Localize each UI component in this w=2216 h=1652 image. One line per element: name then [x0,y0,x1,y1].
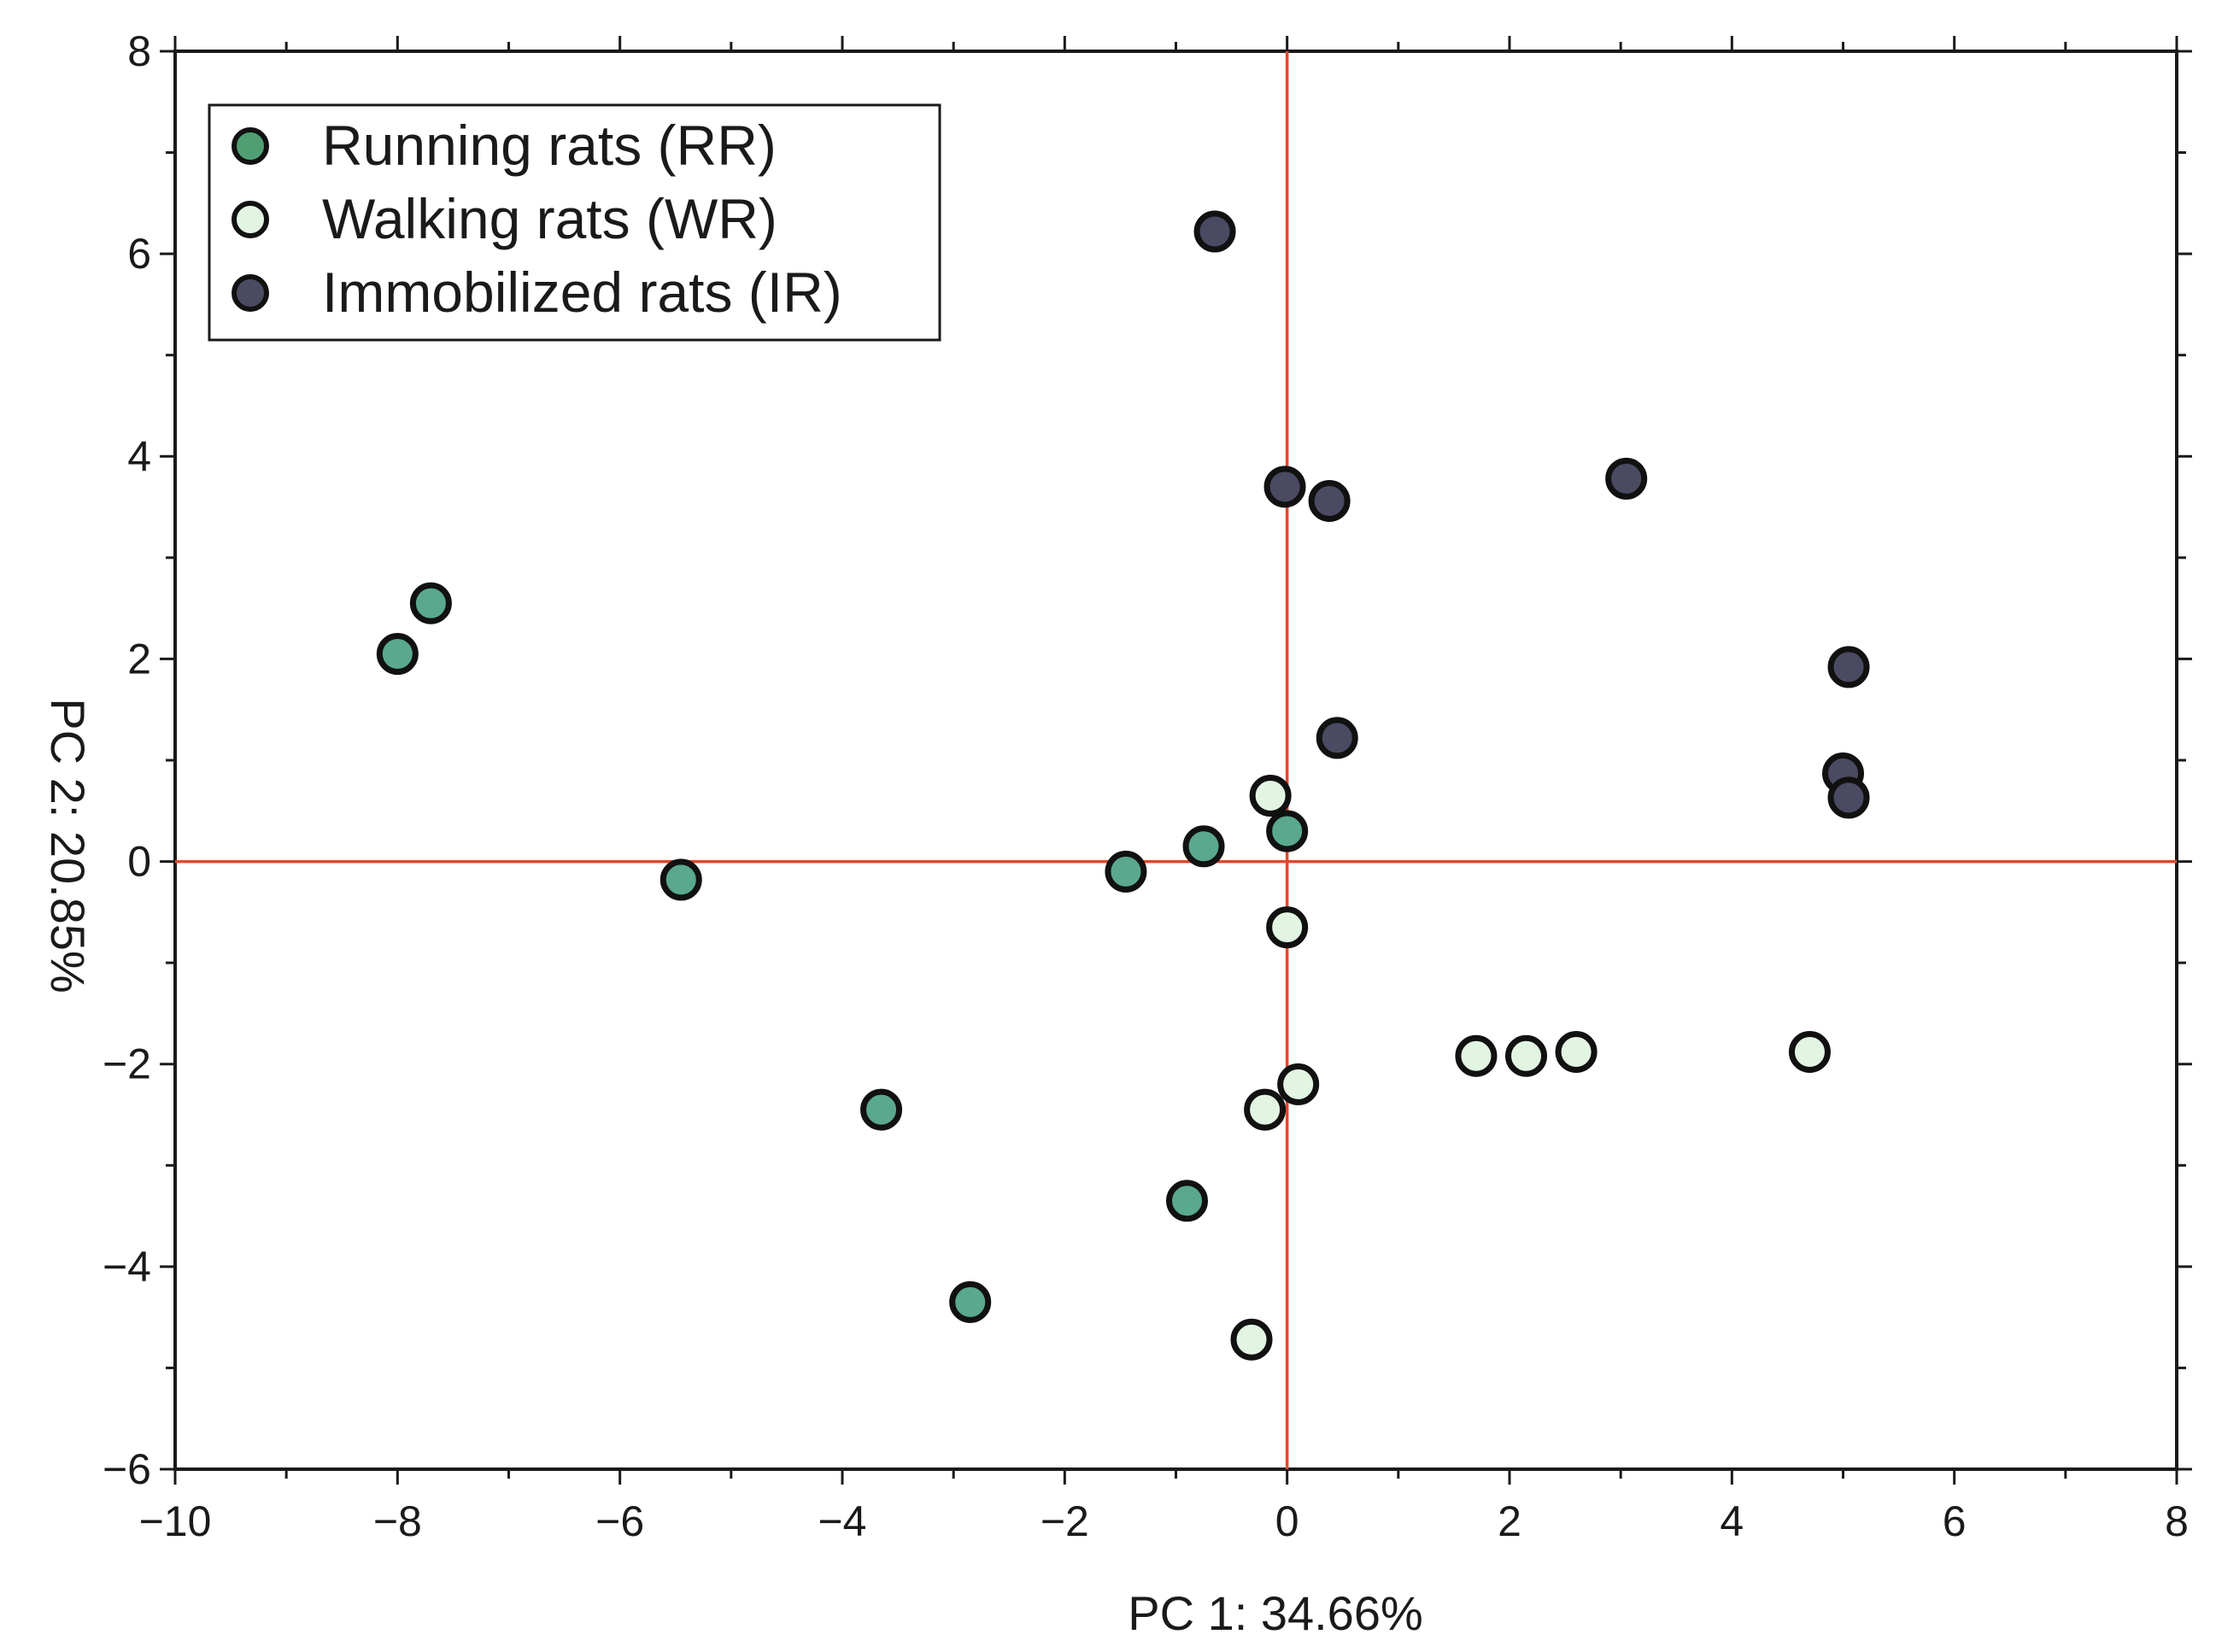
point-immobilized-rats-ir [1308,479,1351,522]
point-running-rats-rr [949,1280,992,1323]
point-immobilized-rats-ir [1263,466,1306,508]
point-walking-rats-wr [1555,1030,1598,1073]
y-tick-label: 6 [127,230,151,278]
y-tick-label: 0 [127,838,151,886]
point-walking-rats-wr [1230,1318,1273,1361]
legend-marker-walking-rats-wr [232,201,269,238]
x-tick-label: −6 [595,1497,644,1545]
x-tick-label: 6 [1943,1497,1967,1545]
tick-labels: −10 −8 −6 −4 −2 0 2 4 6 8 −6 −4 −2 0 2 4 6 8 [103,27,2189,1545]
point-walking-rats-wr [1455,1034,1498,1077]
x-tick-label: 2 [1498,1497,1521,1545]
point-walking-rats-wr [1249,775,1292,817]
y-tick-label: 2 [127,635,151,682]
x-tick-label: −4 [818,1497,866,1545]
point-running-rats-rr [1182,825,1225,868]
x-tick-label: −2 [1041,1497,1089,1545]
y-axis-label: PC 2: 20.85% [41,698,95,993]
point-immobilized-rats-ir [1193,210,1236,253]
point-running-rats-rr [376,633,419,675]
point-walking-rats-wr [1277,1063,1320,1105]
point-running-rats-rr [660,858,702,901]
legend-marker-running-rats-rr [232,127,269,165]
y-tick-label: −4 [103,1243,151,1291]
legend-label-walking-rats-wr: Walking rats (WR) [322,187,777,250]
y-tick-label: −2 [103,1040,151,1088]
x-tick-label: −8 [373,1497,422,1545]
point-walking-rats-wr [1505,1034,1548,1077]
point-immobilized-rats-ir [1316,717,1358,759]
y-tick-label: −6 [103,1445,151,1493]
legend-box [208,103,941,342]
axes-layer [160,36,2192,1485]
point-walking-rats-wr [1244,1088,1287,1131]
point-running-rats-rr [1166,1180,1209,1222]
reference-lines [175,51,2177,1469]
x-tick-label: 4 [1720,1497,1744,1545]
legend-label-immobilized-rats-ir: Immobilized rats (IR) [322,261,842,324]
data-points [376,210,1870,1361]
point-running-rats-rr [409,582,452,624]
point-running-rats-rr [860,1088,903,1131]
legend: Running rats (RR) Walking rats (WR) Immobi… [208,103,941,342]
x-tick-label: −10 [139,1497,212,1545]
x-tick-label: 8 [2165,1497,2189,1545]
y-tick-label: 4 [127,432,151,480]
point-running-rats-rr [1266,810,1309,852]
y-tick-label: 8 [127,27,151,75]
legend-marker-immobilized-rats-ir [232,274,269,312]
point-immobilized-rats-ir [1605,457,1648,500]
point-walking-rats-wr [1266,906,1309,949]
legend-label-running-rats-rr: Running rats (RR) [322,114,777,177]
point-walking-rats-wr [1788,1030,1831,1073]
x-axis-label: PC 1: 34.66% [1128,1586,1423,1640]
point-running-rats-rr [1105,850,1147,893]
point-immobilized-rats-ir [1827,776,1870,819]
point-immobilized-rats-ir [1827,646,1870,688]
x-tick-label: 0 [1275,1497,1299,1545]
